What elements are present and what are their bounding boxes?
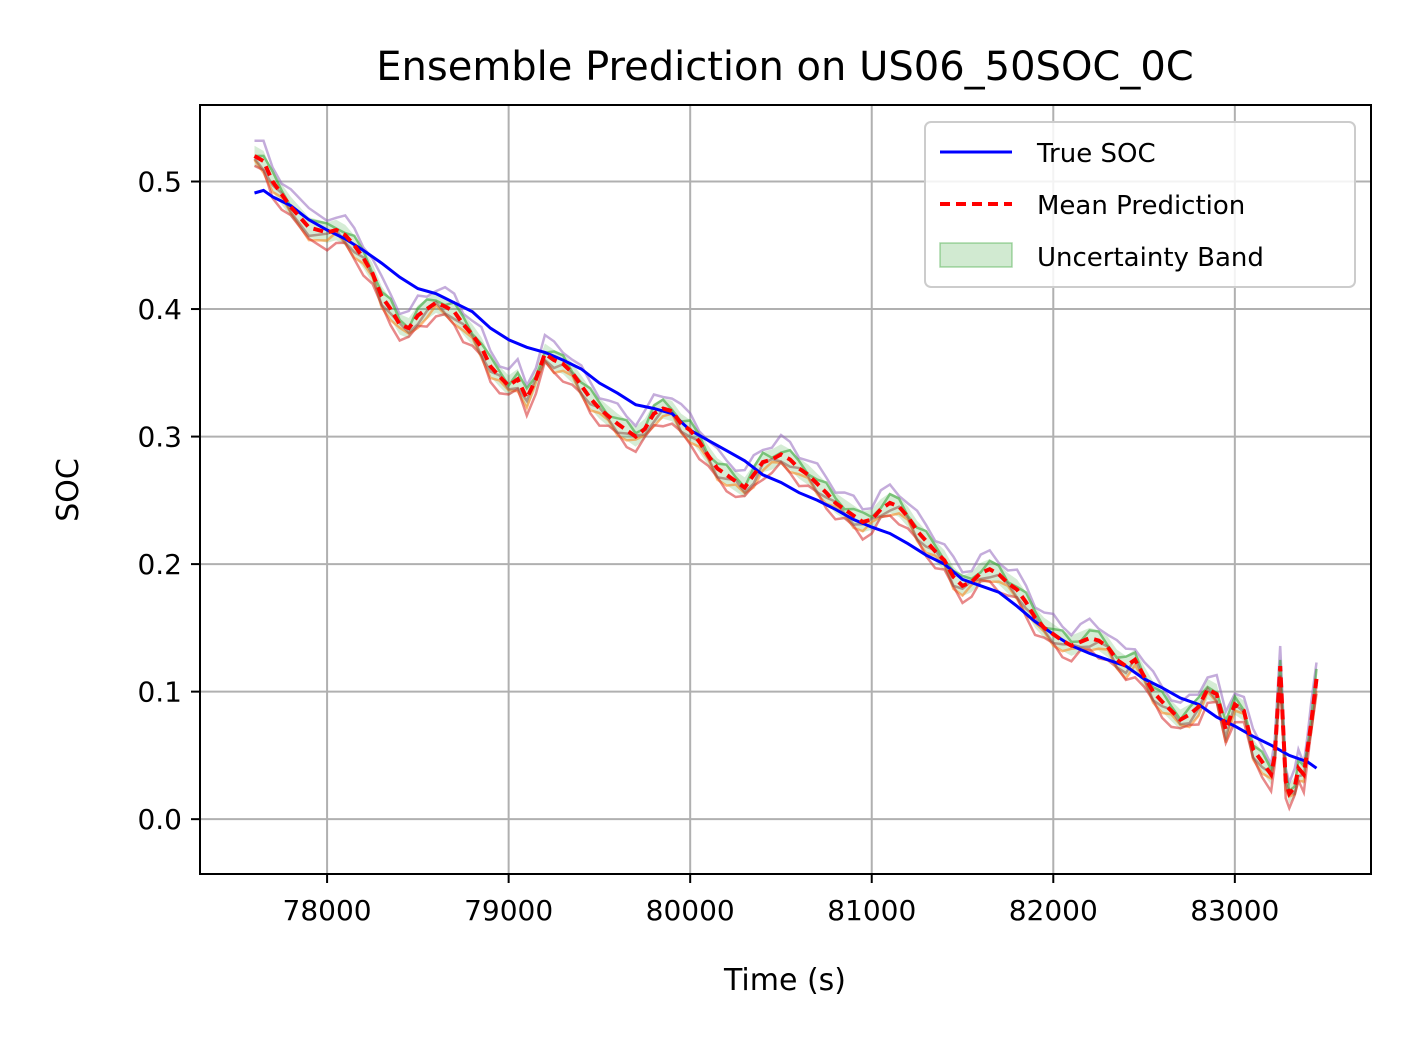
x-axis-label: Time (s) <box>723 963 846 998</box>
x-axis: 78000 79000 80000 81000 82000 83000 <box>283 874 1279 927</box>
ensemble-member-line <box>253 157 1318 795</box>
mean-prediction-line <box>253 154 1319 798</box>
ensemble-members <box>253 139 1318 812</box>
chart-title: Ensemble Prediction on US06_50SOC_0C <box>376 44 1193 90</box>
y-tick-label: 0.1 <box>137 676 182 709</box>
y-axis-label: SOC <box>51 458 86 522</box>
x-tick-label: 83000 <box>1190 894 1279 927</box>
legend-true-soc-label: True SOC <box>1036 139 1156 169</box>
legend-uncertainty-band-swatch <box>939 242 1013 268</box>
true-soc-line <box>254 188 1318 770</box>
y-tick-label: 0.5 <box>137 166 182 199</box>
legend-mean-prediction-label: Mean Prediction <box>1037 191 1245 221</box>
y-tick-label: 0.2 <box>137 548 182 581</box>
x-tick-label: 80000 <box>646 894 735 927</box>
x-tick-label: 78000 <box>283 894 372 927</box>
y-axis: 0.0 0.1 0.2 0.3 0.4 0.5 <box>137 166 200 836</box>
x-tick-label: 81000 <box>827 894 916 927</box>
y-tick-label: 0.3 <box>137 421 182 454</box>
legend-uncertainty-band-label: Uncertainty Band <box>1037 243 1264 273</box>
x-tick-label: 82000 <box>1009 894 1098 927</box>
plot-frame <box>199 104 1372 875</box>
x-tick-label: 79000 <box>464 894 553 927</box>
legend: True SOC Mean Prediction Uncertainty Ban… <box>924 121 1356 288</box>
legend-box <box>924 121 1356 288</box>
y-tick-label: 0.4 <box>137 293 182 326</box>
ensemble-member-line <box>254 139 1318 787</box>
y-tick-label: 0.0 <box>137 803 182 836</box>
